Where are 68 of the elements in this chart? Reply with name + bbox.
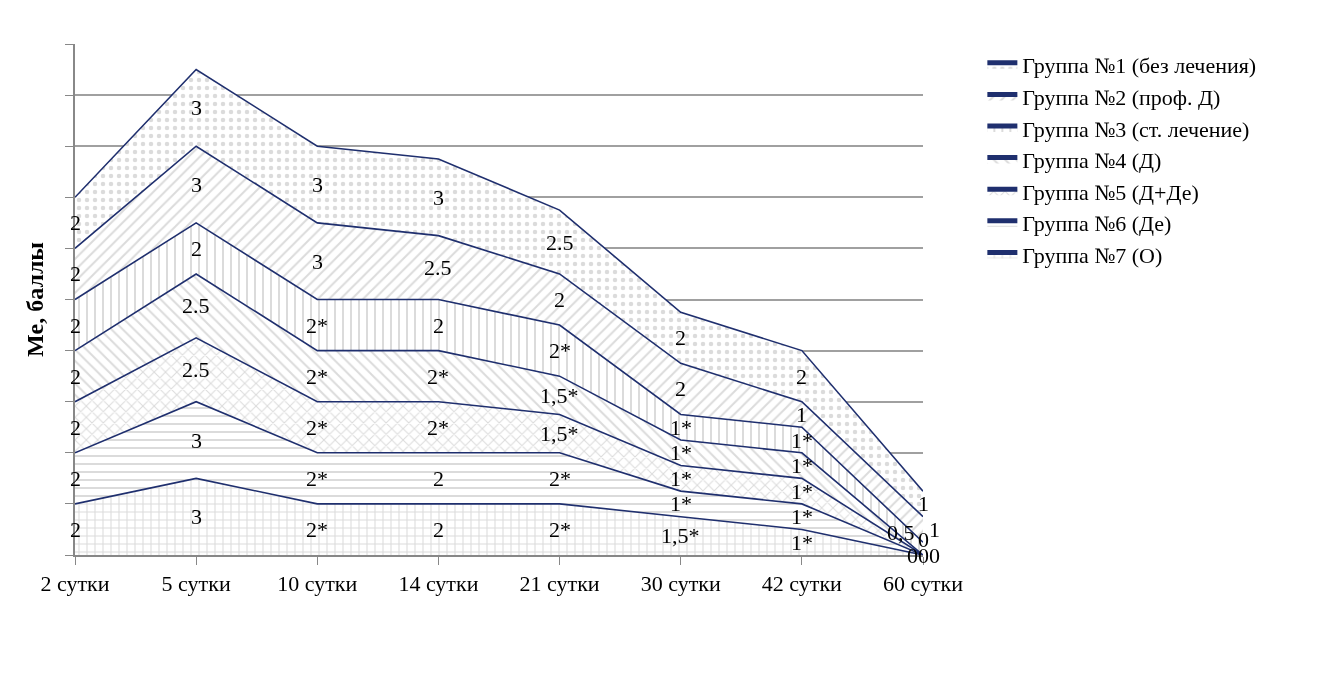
data-label: 1*	[670, 440, 692, 465]
x-tick-label: 42 сутки	[761, 571, 843, 597]
data-label: 2	[70, 415, 81, 440]
x-tick-label: 60 сутки	[882, 571, 964, 597]
data-label: 1*	[791, 530, 813, 555]
data-label: 3	[191, 504, 202, 529]
data-label: 2*	[306, 364, 328, 389]
x-tick-label: 14 сутки	[398, 571, 479, 597]
data-label: 1,5*	[540, 383, 579, 408]
data-label: 2*	[306, 313, 328, 338]
data-label: 2	[70, 210, 81, 235]
data-label: 2	[70, 517, 81, 542]
y-axis-title: Me, баллы	[21, 241, 48, 358]
data-label: 1*	[670, 466, 692, 491]
data-label: 2	[433, 466, 444, 491]
data-label: 3	[312, 249, 323, 274]
data-label: 1	[918, 491, 929, 516]
data-label: 1*	[791, 453, 813, 478]
data-label: 2	[70, 261, 81, 286]
data-label: 1,5*	[540, 421, 579, 446]
data-label: 2*	[306, 466, 328, 491]
data-label: 2*	[549, 338, 571, 363]
data-label: 2	[70, 466, 81, 491]
x-tick-label: 10 сутки	[277, 571, 358, 597]
data-label: 1	[929, 517, 940, 542]
data-label: 2*	[427, 415, 449, 440]
data-label: 2.5	[546, 230, 574, 255]
data-label: 2*	[306, 517, 328, 542]
data-label: 2.5	[182, 293, 210, 318]
legend-label: Группа №5 (Д+Де)	[1022, 179, 1199, 205]
data-label: 2*	[306, 415, 328, 440]
data-label: 2	[191, 236, 202, 261]
data-label: 1	[796, 402, 807, 427]
data-label: 3	[191, 95, 202, 120]
data-label: 2	[70, 313, 81, 338]
data-label: 1*	[670, 491, 692, 516]
data-label: 3	[312, 172, 323, 197]
legend-label: Группа №3 (ст. лечение)	[1022, 116, 1250, 142]
data-label: 2	[796, 364, 807, 389]
data-label: 3	[433, 185, 444, 210]
data-label: 2	[433, 313, 444, 338]
x-tick-label: 5 сутки	[161, 571, 231, 597]
data-label: 2	[554, 287, 565, 312]
legend-label: Группа №1 (без лечения)	[1022, 53, 1257, 79]
data-label: 2	[433, 517, 444, 542]
data-label: 1*	[670, 415, 692, 440]
legend-label: Группа №7 (О)	[1022, 242, 1163, 268]
data-label: 1*	[791, 504, 813, 529]
data-label: 2*	[549, 517, 571, 542]
data-label: 2	[70, 364, 81, 389]
data-label: 1,5*	[661, 523, 700, 548]
data-label: 3	[191, 428, 202, 453]
x-tick-label: 21 сутки	[519, 571, 600, 597]
data-label: 1*	[791, 428, 813, 453]
data-label: 0	[929, 543, 940, 568]
legend-label: Группа №4 (Д)	[1022, 148, 1162, 174]
data-label: 2	[675, 325, 686, 350]
data-label: 3	[191, 172, 202, 197]
legend-label: Группа №2 (проф. Д)	[1022, 84, 1221, 110]
legend-label: Группа №6 (Де)	[1022, 211, 1172, 237]
x-tick-label: 30 сутки	[640, 571, 721, 597]
x-tick-label: 2 сутки	[40, 571, 110, 597]
data-label: 2*	[549, 466, 571, 491]
data-label: 1*	[791, 479, 813, 504]
data-label: 2.5	[424, 255, 452, 280]
data-label: 2.5	[182, 357, 210, 382]
data-label: 2*	[427, 364, 449, 389]
data-label: 2	[675, 376, 686, 401]
